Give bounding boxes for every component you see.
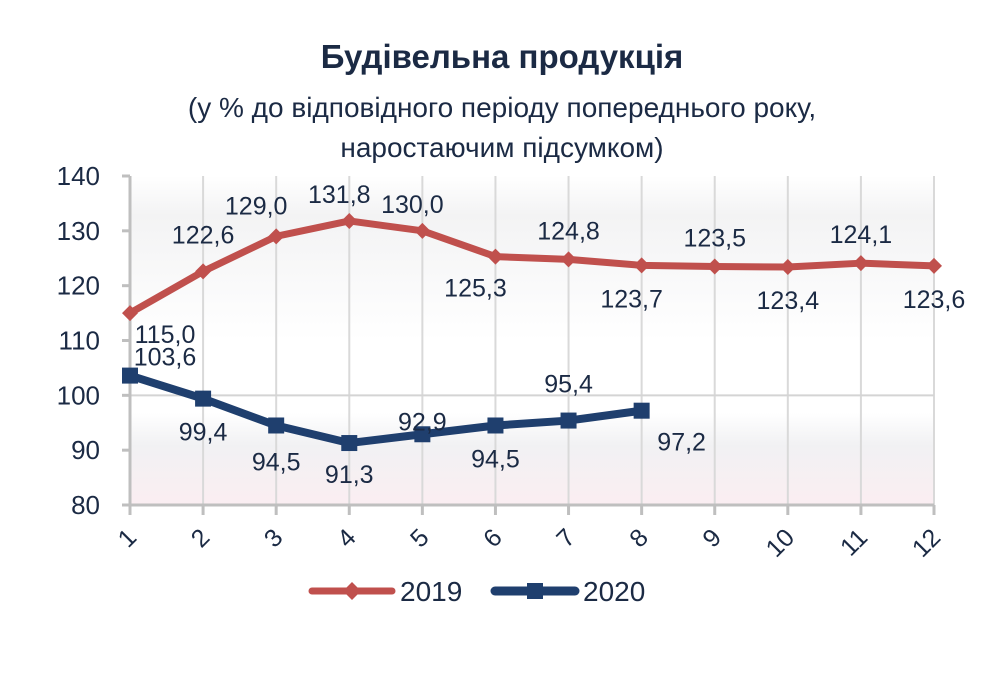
x-tick-label: 11 (835, 523, 873, 561)
legend-label: 2019 (400, 576, 462, 607)
data-label: 123,7 (600, 285, 663, 313)
diamond-marker (560, 251, 577, 268)
x-tick-label: 8 (624, 523, 654, 553)
data-label: 91,3 (325, 461, 374, 489)
data-label: 131,8 (308, 181, 371, 209)
y-tick-label: 130 (57, 216, 100, 246)
data-label: 124,8 (537, 217, 600, 245)
x-tick-label: 4 (332, 523, 362, 553)
legend-label: 2020 (583, 576, 645, 607)
x-tick-label: 7 (551, 523, 581, 553)
data-label: 122,6 (172, 221, 235, 249)
diamond-marker (706, 258, 723, 275)
legend-diamond-icon (343, 582, 361, 600)
square-marker (195, 390, 212, 407)
diamond-marker (779, 259, 796, 276)
square-marker (268, 417, 285, 434)
x-tick-label: 2 (186, 523, 216, 553)
diamond-marker (633, 257, 650, 274)
diamond-marker (852, 255, 869, 272)
data-label: 115,0 (135, 321, 196, 349)
y-tick-label: 120 (57, 271, 100, 301)
data-label: 97,2 (657, 429, 706, 457)
square-marker (487, 417, 504, 434)
square-marker (122, 367, 138, 384)
y-tick-label: 90 (71, 435, 100, 465)
square-marker (633, 402, 650, 419)
diamond-marker (341, 212, 358, 229)
x-tick-label: 6 (478, 523, 508, 553)
x-tick-label: 5 (405, 523, 435, 553)
square-marker (341, 435, 358, 452)
y-tick-label: 100 (57, 380, 100, 410)
x-tick-label: 12 (907, 523, 946, 562)
data-label: 103,6 (134, 344, 197, 372)
chart-subtitle-line1: (у % до відповідного періоду попередньог… (187, 92, 817, 123)
diamond-marker (414, 222, 431, 239)
y-tick-label: 110 (59, 326, 100, 356)
chart-title: Будівельна продукція (320, 38, 684, 75)
data-label: 129,0 (225, 192, 288, 220)
square-marker (560, 412, 577, 429)
data-label: 92,9 (398, 408, 447, 436)
y-tick-label: 80 (71, 490, 100, 520)
x-tick-label: 9 (697, 523, 727, 553)
chart-subtitle-line2: наростаючим підсумком) (340, 132, 664, 163)
plot-area (130, 176, 934, 505)
data-label: 125,3 (444, 275, 507, 303)
data-label: 95,4 (544, 371, 593, 399)
x-tick-label: 3 (259, 523, 289, 553)
data-label: 94,5 (471, 445, 520, 473)
legend-square-icon (527, 583, 543, 599)
data-label: 123,4 (757, 287, 820, 315)
x-tick-label: 10 (761, 523, 800, 562)
square-marker (414, 426, 431, 443)
series-line-2019 (128, 217, 935, 317)
diamond-marker (926, 257, 942, 274)
data-label: 130,0 (381, 191, 444, 219)
x-tick-label: 1 (113, 523, 143, 553)
data-label: 94,5 (252, 448, 301, 476)
series-line-2020 (128, 371, 643, 448)
data-label: 124,1 (830, 221, 893, 249)
y-tick-label: 140 (57, 161, 100, 191)
data-label: 123,6 (903, 286, 966, 314)
diamond-marker (268, 228, 285, 245)
diamond-marker (122, 305, 138, 322)
diamond-marker (195, 263, 212, 280)
diamond-marker (487, 248, 504, 265)
data-label: 123,5 (683, 224, 746, 252)
data-label: 99,4 (179, 419, 228, 447)
